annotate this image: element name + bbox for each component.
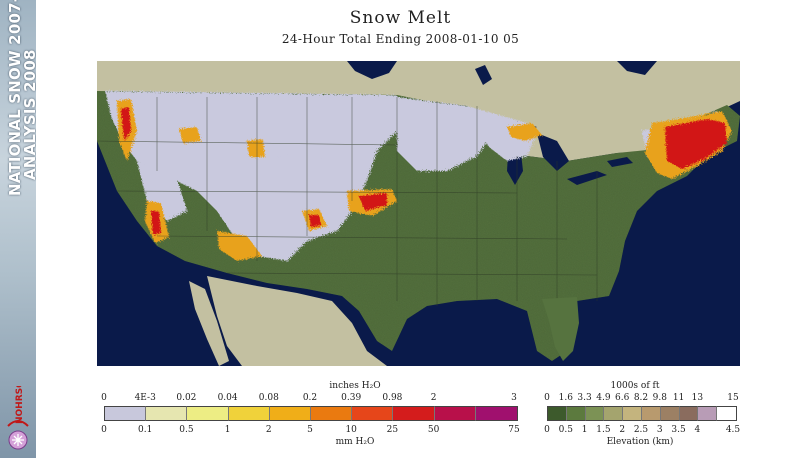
elevation-swatch [716, 406, 737, 421]
elevation-top-tick: 0 [544, 393, 550, 403]
melt-top-tick: 0.04 [217, 393, 238, 403]
elevation-top-tick: 8.2 [633, 393, 649, 403]
elevation-bottom-tick: 1.5 [596, 425, 611, 435]
side-banner: NATIONAL SNOW 2007- ANALYSIS 2008 NOHRSC [0, 0, 36, 458]
elevation-bottom-tick: 3.5 [671, 425, 686, 435]
elevation-top-tick: 1.6 [558, 393, 573, 403]
melt-bottom-tick: 0.5 [179, 425, 194, 435]
elevation-swatch [678, 406, 699, 421]
melt-swatch [186, 406, 229, 421]
melt-top-tick: 4E-3 [134, 393, 156, 403]
melt-swatch [474, 406, 518, 421]
melt-bottom-tick: 0.1 [138, 425, 153, 435]
elevation-bottom-tick: 2 [619, 425, 626, 435]
elevation-bottom-tick: 3 [656, 425, 663, 435]
melt-swatch [392, 406, 435, 421]
elevation-top-tick: 13 [691, 393, 704, 403]
melt-bottom-tick: 0 [101, 425, 107, 435]
baja-peninsula [189, 281, 229, 366]
melt-bottom-tick: 5 [307, 425, 313, 435]
melt-swatch [268, 406, 311, 421]
elevation-bottom-tick: 4 [694, 425, 701, 435]
florida [542, 297, 579, 361]
snow-melt-map [97, 61, 740, 366]
elevation-swatch [547, 406, 567, 421]
melt-top-tick: 0.39 [341, 393, 362, 403]
melt-swatch [227, 406, 270, 421]
melt-bottom-tick: 10 [345, 425, 357, 435]
melt-bottom-tick: 25 [386, 425, 399, 435]
elevation-legend-top-label: 1000s of ft [610, 381, 660, 391]
melt-swatch [145, 406, 188, 421]
melt-swatch [310, 406, 353, 421]
elevation-bottom-tick: 1 [581, 425, 588, 435]
melt-swatch [351, 406, 394, 421]
canada-land [97, 61, 740, 161]
elevation-top-tick: 4.9 [596, 393, 611, 403]
snow-melt-areas [117, 99, 732, 261]
melt-top-tick: 0.98 [382, 393, 403, 403]
elevation-top-tick: 11 [672, 393, 685, 403]
page-title: Snow Melt [349, 8, 452, 28]
elevation-top-tick: 15 [727, 393, 739, 403]
elevation-bottom-tick: 4.5 [725, 425, 741, 435]
elevation-swatch [641, 406, 661, 421]
elevation-bottom-tick: 0 [544, 425, 550, 435]
melt-bottom-tick: 2 [265, 425, 272, 435]
elevation-swatch [622, 406, 642, 421]
melt-bottom-tick: 50 [427, 425, 440, 435]
melt-bottom-tick: 1 [224, 425, 231, 435]
elevation-top-tick: 9.8 [652, 393, 667, 403]
melt-top-tick: 0 [101, 393, 107, 403]
state-borders [97, 97, 598, 306]
svg-text:NOHRSC: NOHRSC [15, 386, 25, 424]
melt-top-tick: 2 [430, 393, 437, 403]
page-subtitle: 24-Hour Total Ending 2008-01-10 05 [281, 32, 520, 46]
canadian-lakes [347, 61, 657, 85]
elevation-swatch [697, 406, 718, 421]
melt-legend-top-label: inches H₂O [329, 381, 381, 391]
melt-swatch [433, 406, 476, 421]
elevation-swatch [584, 406, 605, 421]
snow-cover [105, 91, 727, 261]
melt-bottom-tick: 75 [508, 425, 520, 435]
elevation-legend-bottom-label: Elevation (km) [606, 437, 674, 447]
mexico-land [207, 276, 387, 366]
nohrsc-logo-icon: NOHRSC [7, 386, 29, 450]
elevation-top-tick: 6.6 [615, 393, 630, 403]
elevation-top-tick: 3.3 [577, 393, 592, 403]
melt-top-tick: 3 [511, 393, 517, 403]
melt-top-tick: 0.02 [176, 393, 197, 403]
elevation-bottom-tick: 2.5 [633, 425, 649, 435]
melt-top-tick: 0.08 [258, 393, 279, 403]
melt-swatch [104, 406, 147, 421]
melt-top-tick: 0.2 [302, 393, 318, 403]
elevation-bottom-tick: 0.5 [558, 425, 573, 435]
melt-legend-bottom-label: mm H₂O [335, 437, 375, 447]
elevation-swatch [659, 406, 680, 421]
elevation-swatch [603, 406, 624, 421]
elevation-swatch [565, 406, 586, 421]
